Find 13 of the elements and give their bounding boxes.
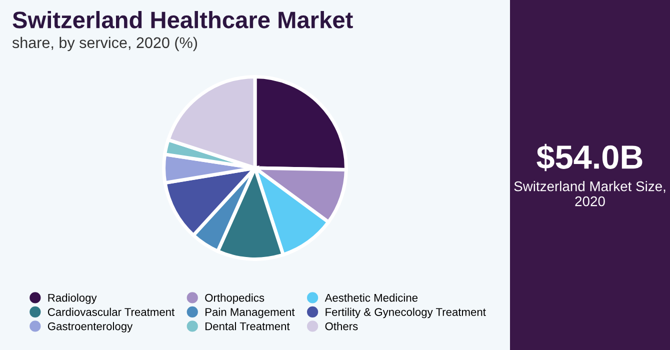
legend-label: Pain Management xyxy=(206,308,295,318)
legend-label: Gastroenterology xyxy=(48,322,133,332)
legend-label: Orthopedics xyxy=(205,294,264,304)
legend-label: Aesthetic Medicine xyxy=(324,294,418,302)
legend-label: Cardiovascular Treatment xyxy=(48,308,175,316)
legend-label: Dental Treatment xyxy=(206,322,290,330)
text: $54.0B xyxy=(536,144,642,172)
chart-title: Switzerland Healthcare Market xyxy=(12,10,353,28)
legend-label: Radiology xyxy=(48,294,97,304)
legend-label: Fertility & Gynecology Treatment xyxy=(326,308,486,318)
chart-subtitle: share, by service, 2020 (%) xyxy=(12,36,198,52)
text: Switzerland Market Size, 2020 xyxy=(514,181,666,206)
legend-label: Others xyxy=(325,322,358,330)
